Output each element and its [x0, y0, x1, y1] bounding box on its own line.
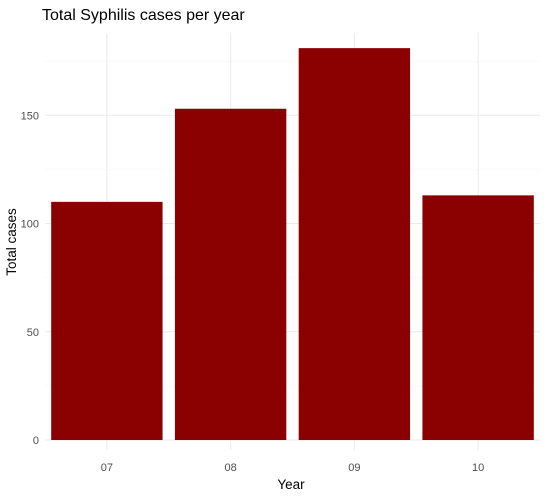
y-tick-label: 150 [21, 110, 39, 122]
y-axis-ticks: 0 50 100 150 [21, 110, 39, 447]
x-tick-label: 10 [472, 462, 484, 474]
x-axis-ticks: 07 08 09 10 [101, 462, 485, 474]
bar-08 [174, 108, 287, 440]
y-axis-title: Total cases [4, 208, 19, 276]
bar-09 [298, 48, 411, 440]
x-axis-title: Year [277, 477, 305, 492]
y-tick-label: 0 [33, 435, 39, 447]
bar-10 [422, 195, 534, 440]
bars [51, 48, 534, 440]
x-tick-label: 07 [101, 462, 113, 474]
bar-07 [51, 201, 163, 440]
y-tick-label: 100 [21, 219, 39, 231]
y-tick-label: 50 [27, 327, 39, 339]
x-tick-label: 09 [348, 462, 360, 474]
chart-title: Total Syphilis cases per year [42, 7, 245, 24]
x-tick-label: 08 [225, 462, 237, 474]
